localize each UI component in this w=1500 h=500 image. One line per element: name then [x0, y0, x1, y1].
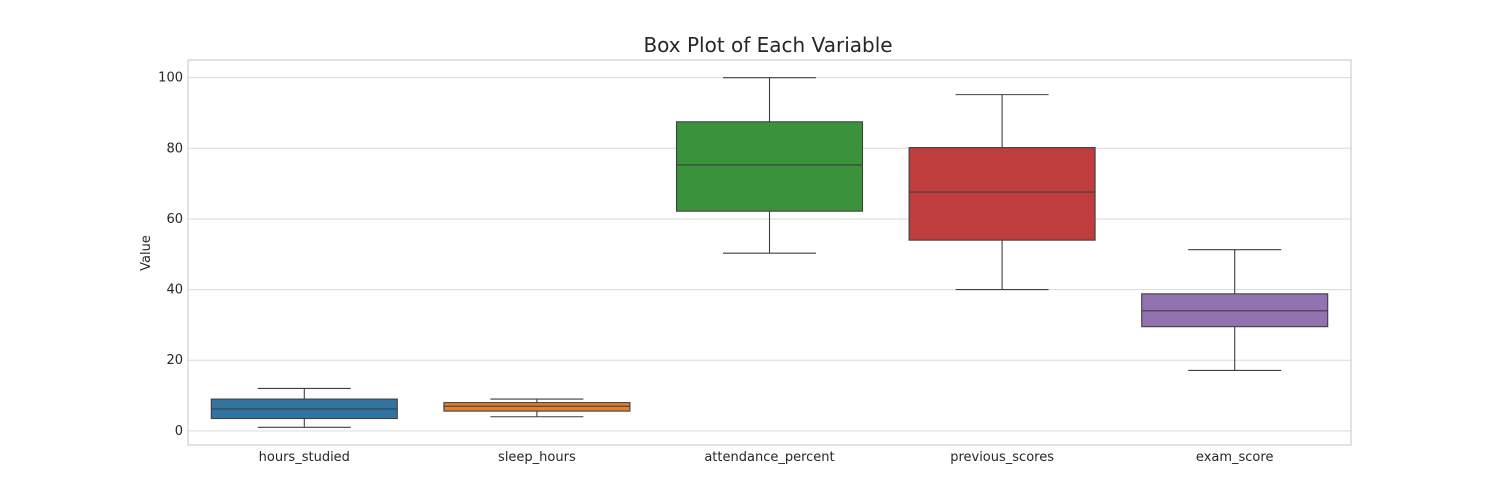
x-tick-label: exam_score	[1196, 450, 1274, 465]
y-axis-label: Value	[139, 235, 154, 271]
box-hours_studied	[210, 387, 398, 428]
axis-labels-layer: 0 20 40 60 80 100 hours_studied sleep_hours atte…	[158, 71, 1273, 465]
box-body	[908, 147, 1096, 241]
x-tick-label: previous_scores	[950, 450, 1054, 465]
y-tick-label: 0	[175, 424, 183, 439]
x-tick-label: hours_studied	[259, 450, 350, 465]
box-body	[675, 121, 864, 212]
y-tick-label: 100	[158, 71, 183, 86]
x-tick-label: sleep_hours	[498, 450, 576, 465]
y-tick-label: 80	[166, 141, 183, 156]
plot-frame	[187, 59, 1352, 446]
boxes	[210, 77, 1329, 428]
x-tick-label: attendance_percent	[704, 450, 834, 465]
box-exam_score	[1141, 249, 1329, 372]
y-tick-label: 20	[166, 353, 183, 368]
box-sleep_hours	[443, 398, 631, 418]
box-attendance_percent	[675, 77, 864, 254]
y-tick-label: 40	[166, 283, 183, 298]
box-body	[443, 402, 631, 412]
chart-title: Box Plot of Each Variable	[643, 33, 892, 57]
y-tick-label: 60	[166, 212, 183, 227]
box-previous_scores	[908, 94, 1096, 291]
